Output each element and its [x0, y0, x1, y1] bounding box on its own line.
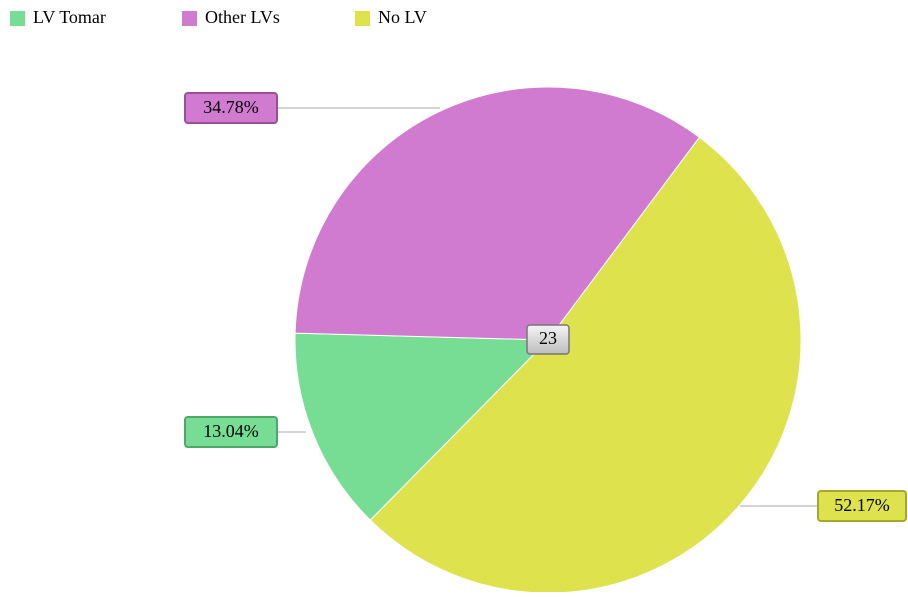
- pie-slice: [369, 136, 802, 594]
- data-label: 52.17%: [834, 495, 890, 515]
- legend-swatch: [10, 11, 25, 26]
- data-label-box: [184, 416, 278, 448]
- legend-label: LV Tomar: [33, 7, 106, 27]
- total-label: 23: [539, 328, 557, 348]
- data-label: 13.04%: [203, 421, 259, 441]
- total-box: [526, 324, 570, 355]
- pie-slice: [294, 86, 701, 341]
- data-label-box: [817, 490, 907, 522]
- data-label: 34.78%: [203, 97, 259, 117]
- legend-label: Other LVs: [205, 7, 280, 27]
- legend-swatch: [355, 11, 370, 26]
- legend-swatch: [182, 11, 197, 26]
- data-label-box: [184, 92, 278, 124]
- legend-label: No LV: [378, 7, 427, 27]
- pie-slice: [294, 332, 550, 521]
